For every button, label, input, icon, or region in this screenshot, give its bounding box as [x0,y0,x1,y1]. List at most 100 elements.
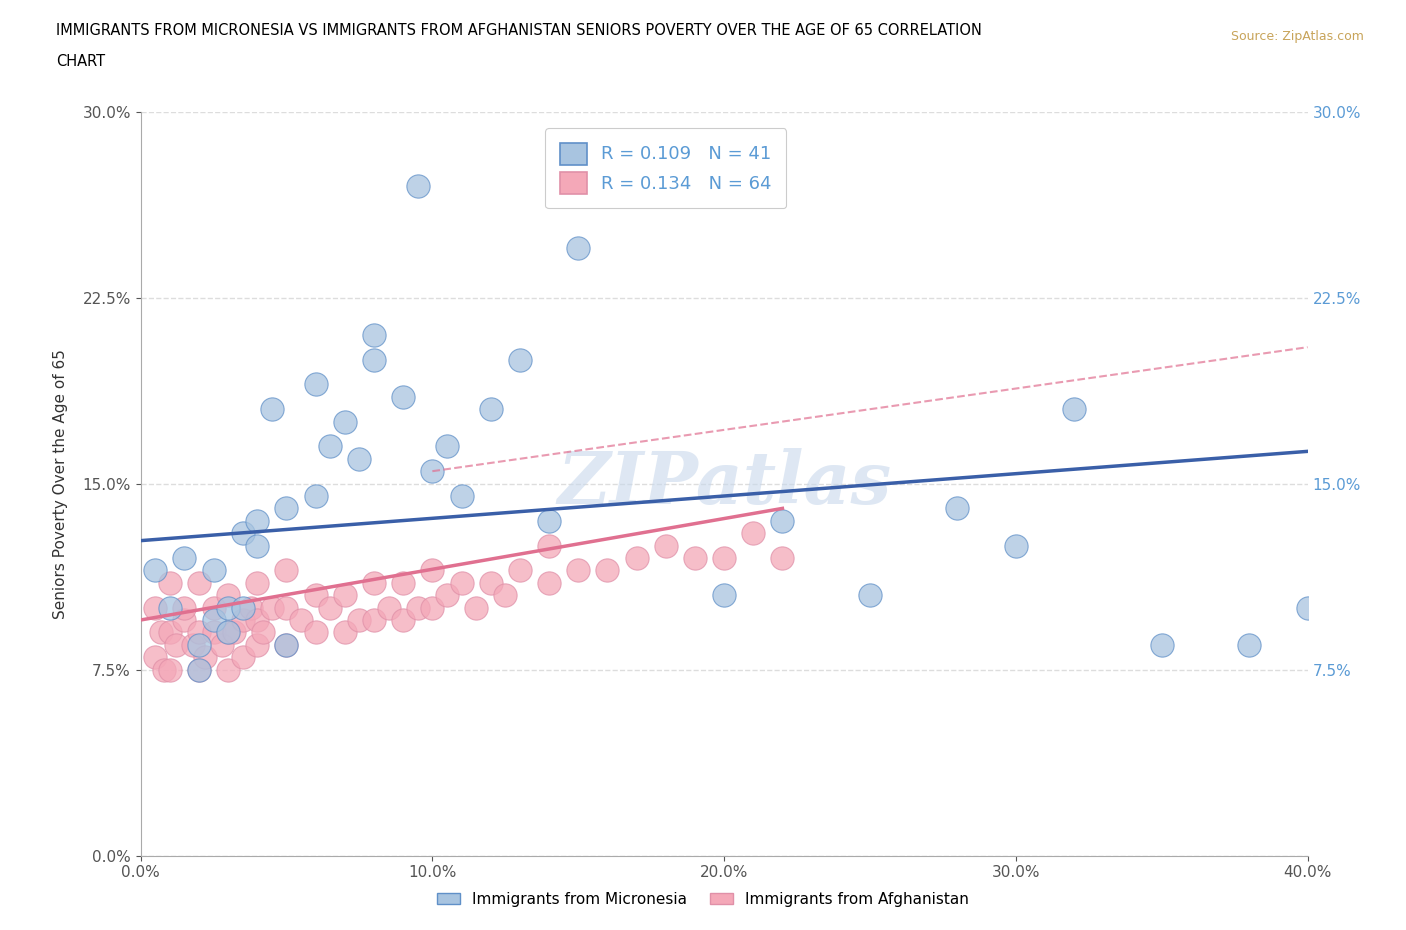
Text: IMMIGRANTS FROM MICRONESIA VS IMMIGRANTS FROM AFGHANISTAN SENIORS POVERTY OVER T: IMMIGRANTS FROM MICRONESIA VS IMMIGRANTS… [56,23,983,38]
Point [217,588,239,603]
Point [246,513,269,528]
Point [406,179,429,193]
Point [232,613,254,628]
Point [276,501,298,516]
Point [1005,538,1028,553]
Point [596,563,619,578]
Point [222,625,245,640]
Point [232,525,254,540]
Point [217,600,239,615]
Point [509,563,531,578]
Point [202,613,225,628]
Point [713,551,735,565]
Point [194,650,217,665]
Point [159,600,181,615]
Point [159,625,181,640]
Point [305,625,328,640]
Point [1239,637,1261,652]
Point [165,637,187,652]
Point [143,563,166,578]
Point [143,600,166,615]
Point [406,600,429,615]
Point [465,600,488,615]
Point [363,613,385,628]
Point [377,600,399,615]
Point [333,588,356,603]
Y-axis label: Seniors Poverty Over the Age of 65: Seniors Poverty Over the Age of 65 [53,349,69,618]
Point [946,501,969,516]
Point [202,563,225,578]
Point [252,625,274,640]
Point [290,613,312,628]
Point [538,576,561,591]
Point [173,613,195,628]
Legend: Immigrants from Micronesia, Immigrants from Afghanistan: Immigrants from Micronesia, Immigrants f… [430,886,976,913]
Point [567,241,589,256]
Point [217,625,239,640]
Point [479,402,502,417]
Point [538,538,561,553]
Point [626,551,648,565]
Point [422,464,444,479]
Point [436,588,458,603]
Point [202,625,225,640]
Point [479,576,502,591]
Point [276,637,298,652]
Point [1296,600,1319,615]
Point [217,625,239,640]
Point [363,352,385,367]
Point [494,588,516,603]
Point [567,563,589,578]
Point [538,513,561,528]
Point [305,488,328,503]
Point [450,576,472,591]
Point [1150,637,1173,652]
Text: ZIPatlas: ZIPatlas [557,448,891,519]
Point [260,402,283,417]
Point [349,451,371,466]
Point [217,662,239,677]
Point [349,613,371,628]
Point [276,600,298,615]
Point [772,551,794,565]
Point [713,588,735,603]
Point [509,352,531,367]
Point [333,414,356,429]
Point [202,600,225,615]
Point [363,576,385,591]
Point [173,551,195,565]
Point [422,563,444,578]
Point [450,488,472,503]
Point [188,662,211,677]
Point [859,588,882,603]
Point [276,563,298,578]
Point [188,625,211,640]
Point [276,637,298,652]
Point [1063,402,1085,417]
Point [319,439,342,454]
Point [211,637,233,652]
Point [240,600,263,615]
Point [232,650,254,665]
Point [246,613,269,628]
Point [246,637,269,652]
Point [305,588,328,603]
Point [742,525,765,540]
Point [188,662,211,677]
Point [772,513,794,528]
Text: CHART: CHART [56,54,105,69]
Point [232,600,254,615]
Point [363,327,385,342]
Point [246,576,269,591]
Point [333,625,356,640]
Point [159,576,181,591]
Point [188,637,211,652]
Point [392,576,415,591]
Point [188,576,211,591]
Point [260,600,283,615]
Point [181,637,204,652]
Point [150,625,173,640]
Point [143,650,166,665]
Legend: R = 0.109   N = 41, R = 0.134   N = 64: R = 0.109 N = 41, R = 0.134 N = 64 [546,128,786,208]
Point [422,600,444,615]
